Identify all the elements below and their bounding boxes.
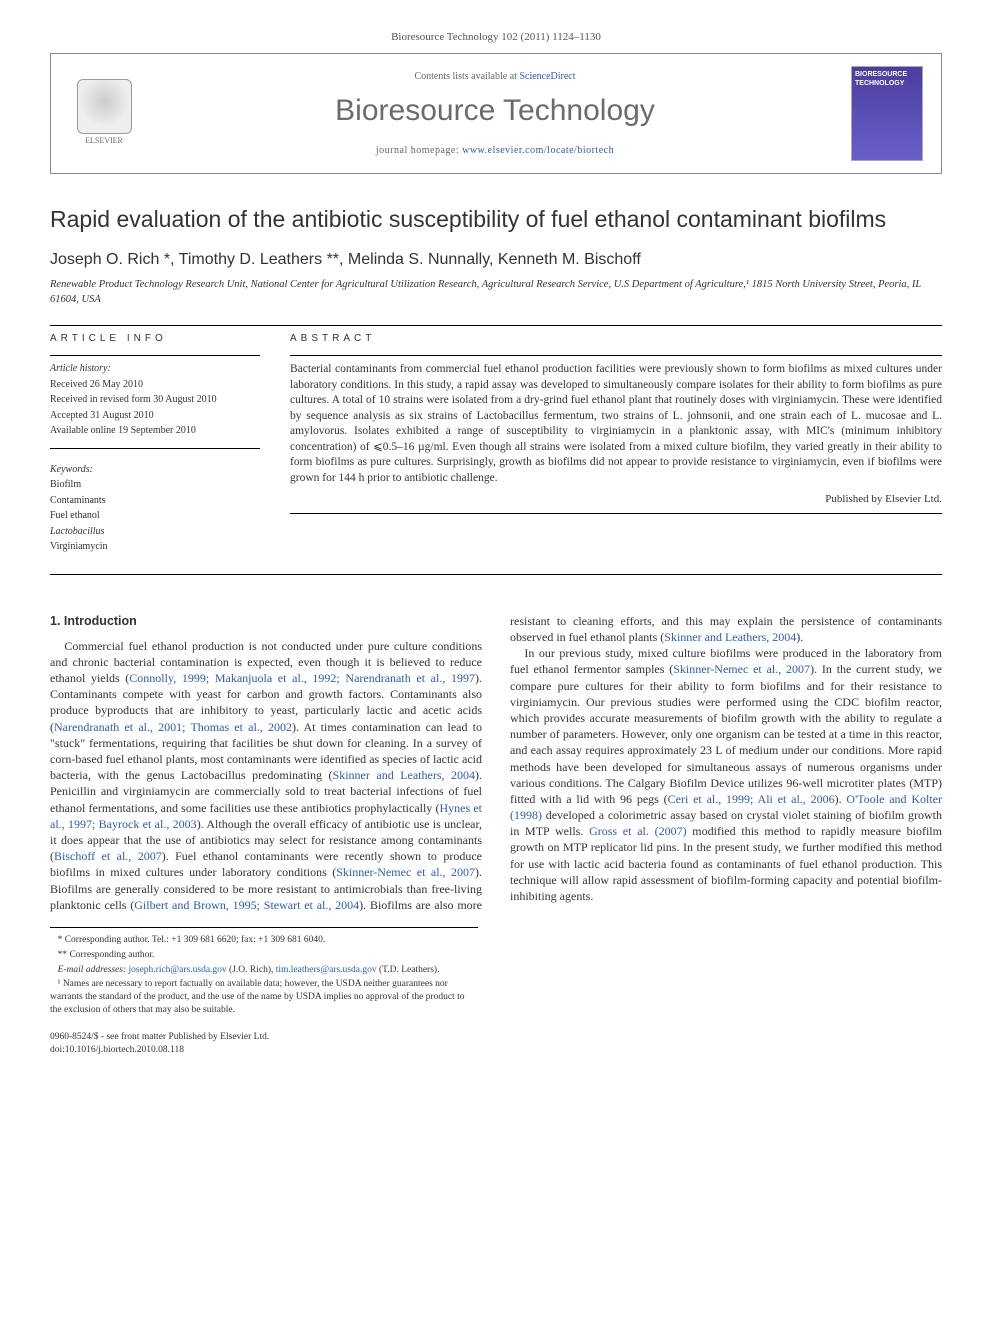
abstract-column: ABSTRACT Bacterial contaminants from com… — [290, 332, 942, 556]
accepted-date: Accepted 31 August 2010 — [50, 409, 260, 423]
divider — [50, 355, 260, 356]
text-run: ). In the current study, we compare pure… — [510, 662, 942, 806]
publisher-line: Published by Elsevier Ltd. — [290, 492, 942, 507]
keyword: Biofilm — [50, 478, 260, 492]
citation-link[interactable]: Skinner-Nemec et al., 2007 — [673, 662, 810, 676]
author-list: Joseph O. Rich *, Timothy D. Leathers **… — [50, 249, 942, 271]
article-info-column: ARTICLE INFO Article history: Received 2… — [50, 332, 260, 556]
email-who: (T.D. Leathers). — [377, 965, 440, 975]
keyword: Contaminants — [50, 494, 260, 508]
citation-link[interactable]: Skinner-Nemec et al., 2007 — [336, 865, 475, 879]
journal-header: ELSEVIER Contents lists available at Sci… — [50, 53, 942, 174]
info-abstract-row: ARTICLE INFO Article history: Received 2… — [50, 332, 942, 556]
header-center: Contents lists available at ScienceDirec… — [157, 70, 833, 158]
article-title: Rapid evaluation of the antibiotic susce… — [50, 204, 942, 235]
contents-prefix: Contents lists available at — [414, 71, 519, 82]
citation-line: Bioresource Technology 102 (2011) 1124–1… — [50, 30, 942, 45]
divider — [50, 325, 942, 326]
online-date: Available online 19 September 2010 — [50, 424, 260, 438]
homepage-prefix: journal homepage: — [376, 145, 462, 156]
corresponding-author-2: ** Corresponding author. — [50, 949, 478, 962]
divider — [50, 448, 260, 449]
email-line: E-mail addresses: joseph.rich@ars.usda.g… — [50, 964, 478, 977]
section-heading-introduction: 1. Introduction — [50, 613, 482, 630]
received-date: Received 26 May 2010 — [50, 378, 260, 392]
doi-line: doi:10.1016/j.biortech.2010.08.118 — [50, 1044, 942, 1057]
keyword-italic: Lactobacillus — [50, 526, 104, 537]
keyword: Lactobacillus — [50, 525, 260, 539]
elsevier-logo: ELSEVIER — [69, 73, 139, 153]
email-who: (J.O. Rich), — [227, 965, 276, 975]
divider — [290, 355, 942, 356]
citation-link[interactable]: Gross et al. (2007) — [589, 824, 687, 838]
sciencedirect-link[interactable]: ScienceDirect — [519, 71, 575, 82]
citation-link[interactable]: Gilbert and Brown, 1995; Stewart et al.,… — [134, 898, 359, 912]
affiliation: Renewable Product Technology Research Un… — [50, 278, 942, 306]
citation-link[interactable]: Connolly, 1999; Makanjuola et al., 1992;… — [129, 671, 475, 685]
journal-cover-thumb: BIORESOURCE TECHNOLOGY — [851, 66, 923, 161]
elsevier-tree-icon — [77, 79, 132, 134]
history-label: Article history: — [50, 362, 260, 376]
text-run: ). — [796, 630, 803, 644]
email-link[interactable]: joseph.rich@ars.usda.gov — [128, 965, 226, 975]
issn-line: 0960-8524/$ - see front matter Published… — [50, 1031, 942, 1044]
corresponding-author-1: * Corresponding author. Tel.: +1 309 681… — [50, 934, 478, 947]
revised-date: Received in revised form 30 August 2010 — [50, 393, 260, 407]
citation-link[interactable]: Skinner and Leathers, 2004 — [333, 768, 475, 782]
homepage-line: journal homepage: www.elsevier.com/locat… — [157, 144, 833, 158]
email-label: E-mail addresses: — [58, 965, 129, 975]
abstract-head: ABSTRACT — [290, 332, 942, 346]
divider — [50, 574, 942, 575]
citation-link[interactable]: Bischoff et al., 2007 — [54, 849, 162, 863]
cover-title: BIORESOURCE TECHNOLOGY — [855, 70, 919, 89]
contents-available-line: Contents lists available at ScienceDirec… — [157, 70, 833, 84]
citation-link[interactable]: Ceri et al., 1999; Ali et al., 2006 — [668, 792, 835, 806]
abstract-text: Bacterial contaminants from commercial f… — [290, 362, 942, 486]
footnotes: * Corresponding author. Tel.: +1 309 681… — [50, 927, 478, 1017]
article-info-head: ARTICLE INFO — [50, 332, 260, 346]
bottom-meta: 0960-8524/$ - see front matter Published… — [50, 1031, 942, 1057]
keyword: Virginiamycin — [50, 540, 260, 554]
journal-name: Bioresource Technology — [157, 91, 833, 132]
keywords-label: Keywords: — [50, 463, 260, 477]
usda-disclaimer: ¹ Names are necessary to report factuall… — [50, 978, 478, 1016]
keyword: Fuel ethanol — [50, 509, 260, 523]
citation-link[interactable]: Skinner and Leathers, 2004 — [664, 630, 796, 644]
body-two-column: 1. Introduction Commercial fuel ethanol … — [50, 613, 942, 913]
text-run: ). — [835, 792, 847, 806]
homepage-link[interactable]: www.elsevier.com/locate/biortech — [462, 145, 614, 156]
citation-link[interactable]: Narendranath et al., 2001; Thomas et al.… — [54, 720, 292, 734]
paragraph: In our previous study, mixed culture bio… — [510, 645, 942, 904]
email-link[interactable]: tim.leathers@ars.usda.gov — [276, 965, 377, 975]
publisher-label: ELSEVIER — [85, 136, 123, 147]
divider — [290, 513, 942, 514]
